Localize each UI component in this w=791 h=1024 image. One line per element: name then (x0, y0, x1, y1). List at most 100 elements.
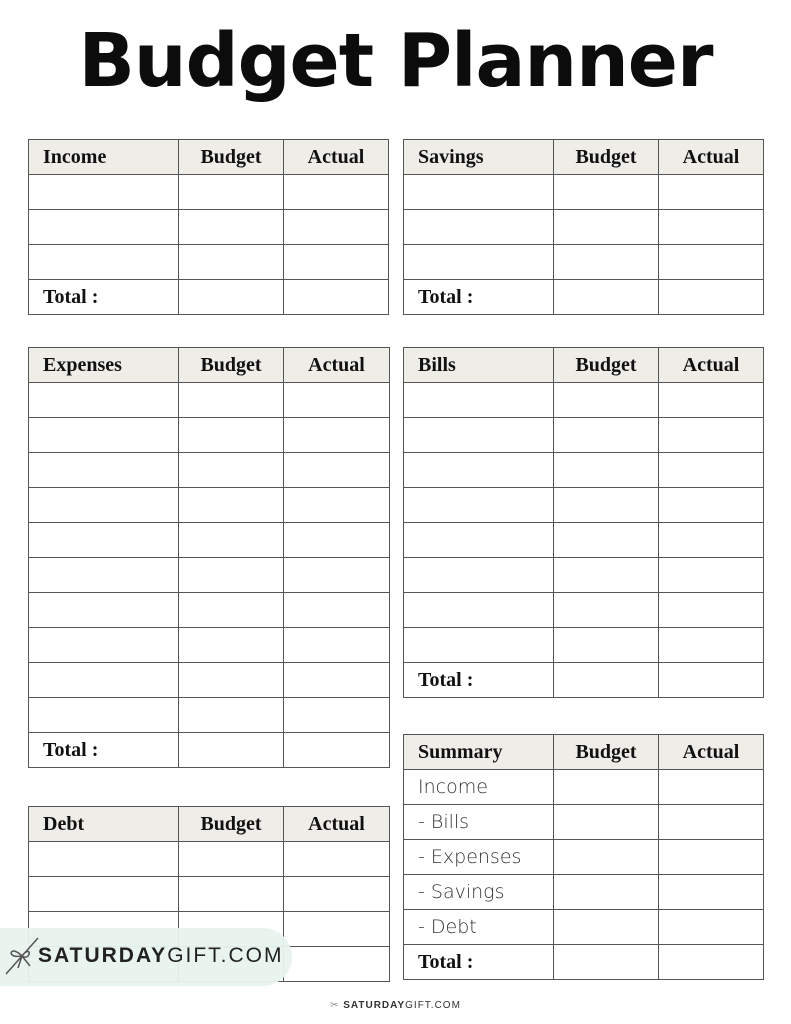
row-label[interactable] (28, 592, 179, 628)
budget-cell[interactable] (553, 804, 659, 840)
actual-cell[interactable] (658, 557, 764, 593)
row-label[interactable] (28, 557, 179, 593)
budget-cell[interactable] (178, 627, 284, 663)
actual-cell[interactable] (283, 382, 390, 418)
budget-cell[interactable] (178, 487, 284, 523)
budget-cell[interactable] (553, 452, 659, 488)
actual-cell[interactable] (283, 487, 390, 523)
row-label[interactable] (28, 452, 179, 488)
budget-cell[interactable] (178, 592, 284, 628)
row-label[interactable] (403, 382, 554, 418)
row-label[interactable] (28, 876, 179, 912)
budget-total-cell[interactable] (178, 279, 284, 315)
budget-cell[interactable] (178, 876, 284, 912)
actual-cell[interactable] (658, 804, 764, 840)
row-label[interactable] (28, 522, 179, 558)
budget-cell[interactable] (553, 244, 659, 280)
budget-cell[interactable] (553, 592, 659, 628)
actual-cell[interactable] (283, 911, 390, 947)
row-label[interactable] (28, 417, 179, 453)
row-label[interactable] (28, 382, 179, 418)
actual-cell[interactable] (658, 909, 764, 945)
row-label[interactable] (28, 209, 179, 245)
actual-cell[interactable] (283, 417, 390, 453)
budget-cell[interactable] (553, 417, 659, 453)
row-label[interactable] (28, 627, 179, 663)
budget-cell[interactable] (553, 874, 659, 910)
row-label[interactable] (28, 697, 179, 733)
actual-cell[interactable] (283, 244, 389, 280)
actual-total-cell[interactable] (658, 944, 764, 980)
budget-cell[interactable] (553, 382, 659, 418)
actual-cell[interactable] (658, 174, 764, 210)
budget-cell[interactable] (553, 174, 659, 210)
budget-cell[interactable] (178, 697, 284, 733)
actual-cell[interactable] (658, 839, 764, 875)
actual-cell[interactable] (658, 417, 764, 453)
actual-cell[interactable] (658, 627, 764, 663)
budget-total-cell[interactable] (553, 662, 659, 698)
budget-cell[interactable] (553, 557, 659, 593)
actual-cell[interactable] (658, 382, 764, 418)
actual-cell[interactable] (283, 557, 390, 593)
actual-total-cell[interactable] (658, 662, 764, 698)
budget-cell[interactable] (553, 487, 659, 523)
row-label[interactable] (28, 487, 179, 523)
actual-total-cell[interactable] (283, 946, 390, 982)
actual-cell[interactable] (283, 627, 390, 663)
row-label[interactable] (28, 174, 179, 210)
row-label[interactable] (403, 174, 554, 210)
actual-cell[interactable] (658, 522, 764, 558)
budget-cell[interactable] (553, 209, 659, 245)
budget-cell[interactable] (553, 769, 659, 805)
actual-cell[interactable] (658, 769, 764, 805)
actual-cell[interactable] (658, 452, 764, 488)
budget-total-cell[interactable] (553, 279, 659, 315)
budget-cell[interactable] (178, 417, 284, 453)
budget-cell[interactable] (178, 382, 284, 418)
actual-cell[interactable] (658, 209, 764, 245)
actual-cell[interactable] (283, 522, 390, 558)
row-label[interactable]: - Bills (403, 804, 554, 840)
row-label[interactable] (403, 557, 554, 593)
row-label[interactable]: - Debt (403, 909, 554, 945)
budget-cell[interactable] (178, 522, 284, 558)
budget-cell[interactable] (178, 452, 284, 488)
row-label[interactable] (403, 592, 554, 628)
actual-cell[interactable] (658, 244, 764, 280)
budget-cell[interactable] (553, 839, 659, 875)
row-label[interactable] (403, 244, 554, 280)
row-label[interactable] (28, 662, 179, 698)
row-label[interactable] (403, 522, 554, 558)
actual-cell[interactable] (283, 452, 390, 488)
row-label[interactable]: - Expenses (403, 839, 554, 875)
row-label[interactable] (28, 244, 179, 280)
row-label[interactable]: Income (403, 769, 554, 805)
actual-total-cell[interactable] (283, 732, 390, 768)
actual-cell[interactable] (658, 874, 764, 910)
actual-cell[interactable] (283, 697, 390, 733)
row-label[interactable] (403, 209, 554, 245)
row-label[interactable] (403, 487, 554, 523)
actual-cell[interactable] (658, 487, 764, 523)
budget-cell[interactable] (553, 522, 659, 558)
budget-cell[interactable] (178, 662, 284, 698)
budget-cell[interactable] (178, 557, 284, 593)
budget-cell[interactable] (178, 841, 284, 877)
row-label[interactable] (403, 417, 554, 453)
budget-cell[interactable] (178, 209, 284, 245)
budget-total-cell[interactable] (178, 732, 284, 768)
actual-cell[interactable] (283, 876, 390, 912)
actual-cell[interactable] (283, 174, 389, 210)
budget-total-cell[interactable] (553, 944, 659, 980)
row-label[interactable] (403, 452, 554, 488)
row-label[interactable]: - Savings (403, 874, 554, 910)
budget-cell[interactable] (178, 174, 284, 210)
actual-cell[interactable] (658, 592, 764, 628)
row-label[interactable] (28, 841, 179, 877)
budget-cell[interactable] (178, 244, 284, 280)
actual-cell[interactable] (283, 592, 390, 628)
budget-cell[interactable] (553, 627, 659, 663)
actual-cell[interactable] (283, 662, 390, 698)
actual-total-cell[interactable] (283, 279, 389, 315)
